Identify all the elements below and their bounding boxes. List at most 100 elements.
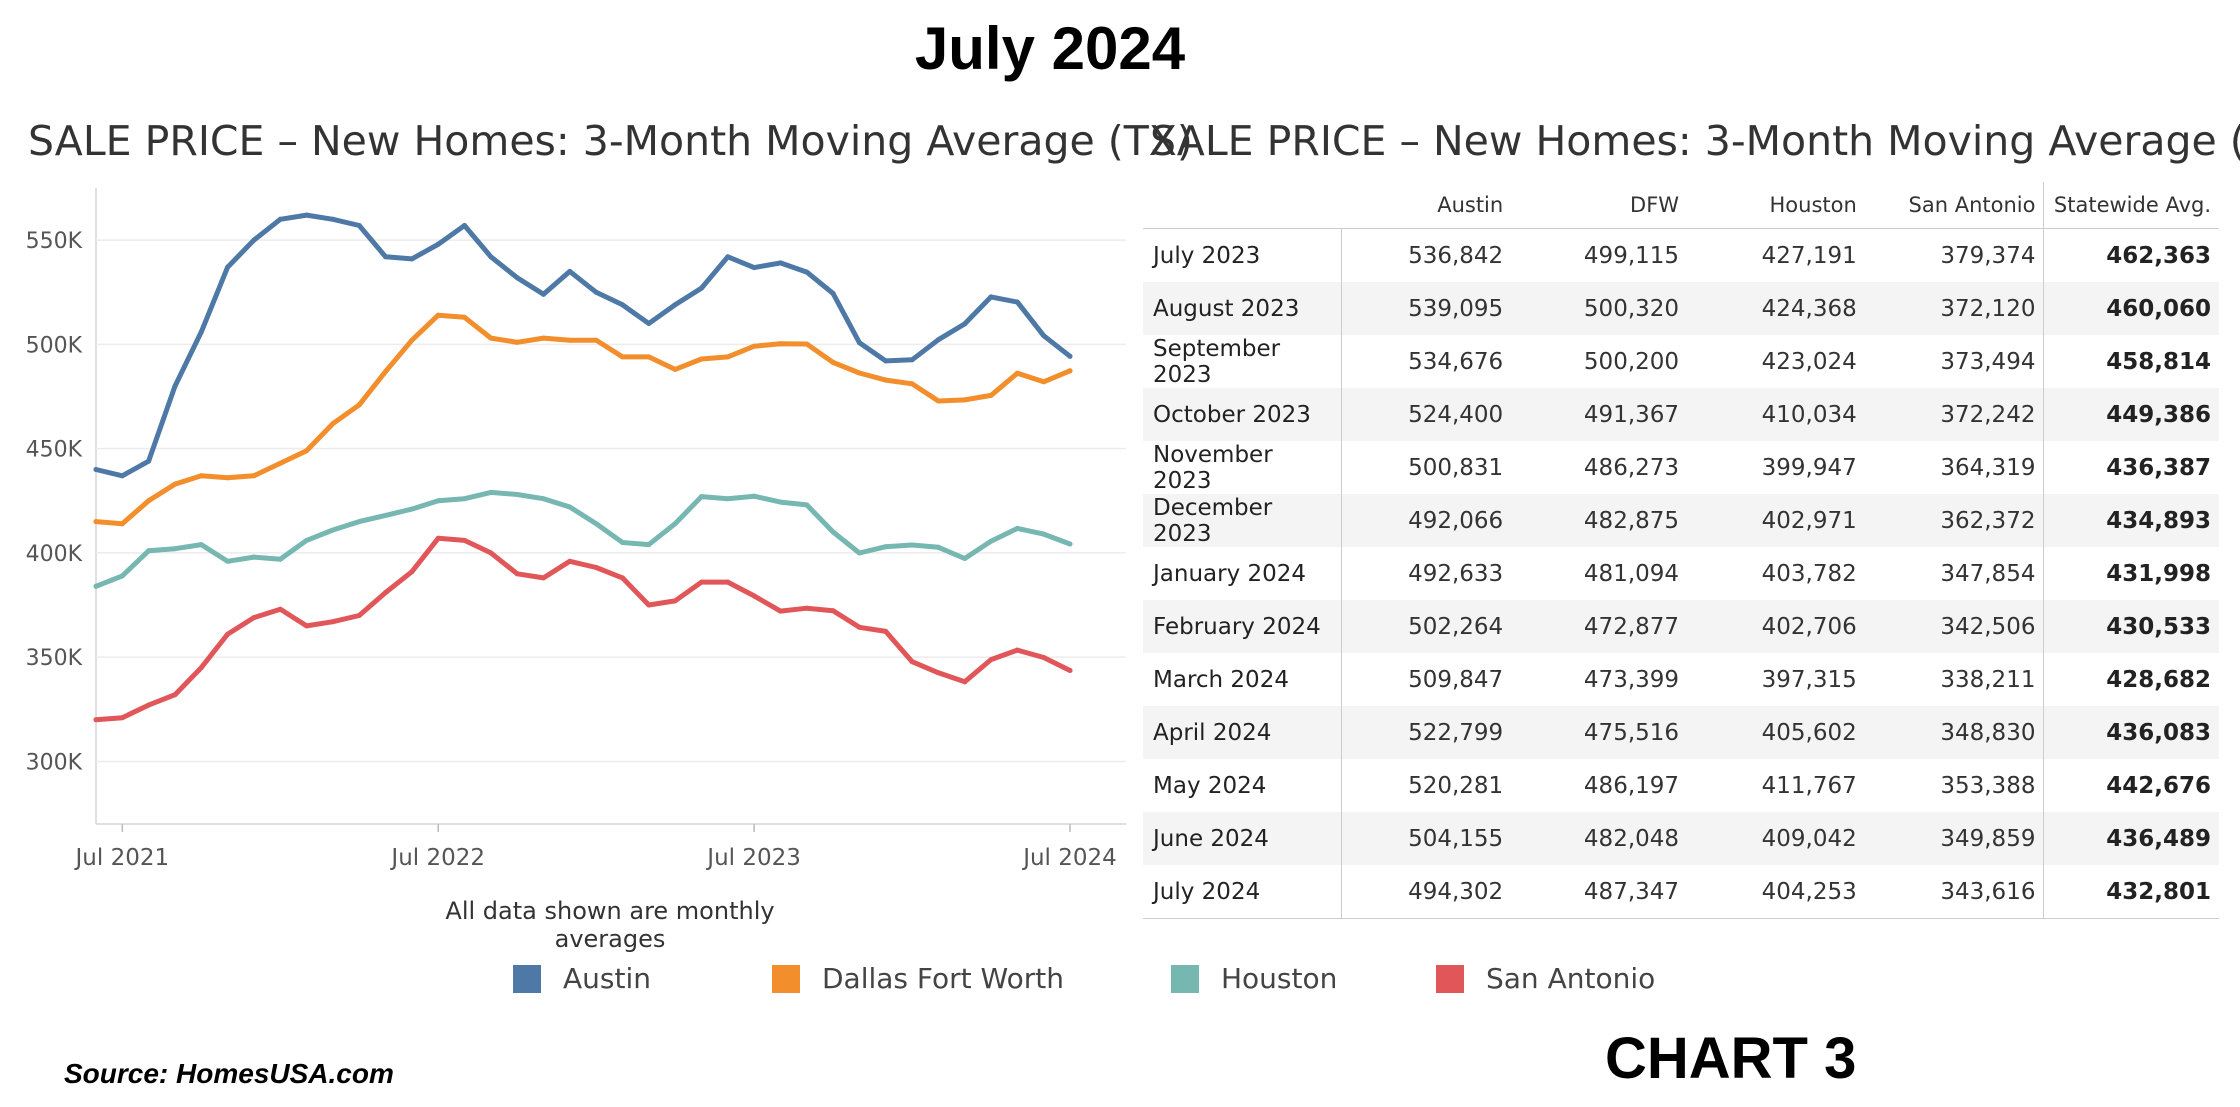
table-row: August 2023 539,095 500,320 424,368 372,120 4… — [1143, 282, 2219, 335]
data-point — [251, 554, 257, 560]
data-point — [1014, 525, 1020, 531]
table-cell-statewide: 432,801 — [2043, 865, 2219, 919]
data-point — [909, 381, 915, 387]
table-cell: 524,400 — [1341, 388, 1512, 441]
table-body: July 2023 536,842 499,115 427,191 379,374 462… — [1143, 228, 2219, 919]
data-point — [567, 558, 573, 564]
table-row: May 2024 520,281 486,197 411,767 353,388 442,… — [1143, 759, 2219, 812]
data-point — [356, 223, 362, 228]
table-cell: 536,842 — [1408, 242, 1504, 269]
legend-item-san-antonio[interactable]: San Antonio — [1436, 962, 1655, 995]
data-point — [751, 343, 757, 349]
data-point — [541, 291, 546, 297]
data-point — [672, 598, 678, 604]
data-point — [856, 624, 862, 630]
data-point — [435, 312, 441, 318]
legend-swatch-dfw — [772, 964, 800, 993]
data-point — [1014, 370, 1020, 376]
data-point — [988, 657, 994, 663]
y-tick-label: 300K — [26, 750, 83, 775]
data-point — [777, 499, 783, 505]
data-point — [1014, 647, 1020, 653]
data-point — [93, 467, 99, 472]
table-cell-statewide: 428,682 — [2043, 653, 2219, 706]
source-credit: Source: HomesUSA.com — [64, 1058, 394, 1089]
data-point — [93, 717, 99, 723]
series-line-dallas-fort-worth — [93, 312, 1073, 527]
table-header-dfw: DFW — [1511, 182, 1688, 229]
data-point — [725, 354, 731, 360]
table-cell: 499,115 — [1583, 242, 1680, 269]
table-cell: 404,253 — [1687, 865, 1865, 919]
data-point — [225, 264, 231, 270]
data-point — [777, 260, 783, 266]
table-cell: 373,494 — [1940, 348, 2036, 375]
table-row: June 2024 504,155 482,048 409,042 349,859 436… — [1143, 812, 2219, 865]
table-cell: 500,320 — [1511, 282, 1688, 335]
data-point — [593, 337, 599, 343]
table-cell-statewide: 442,676 — [2043, 759, 2219, 812]
table-cell-statewide: 436,489 — [2043, 812, 2219, 865]
legend-label: Austin — [563, 962, 651, 995]
table-cell: 475,516 — [1511, 706, 1688, 759]
legend-item-dfw[interactable]: Dallas Fort Worth — [772, 962, 1064, 995]
data-point — [251, 237, 257, 243]
data-point — [172, 383, 178, 389]
data-point — [514, 492, 520, 497]
table-cell: 402,971 — [1687, 494, 1865, 547]
data-point — [409, 337, 415, 343]
x-tick-label: Jul 2023 — [705, 845, 801, 870]
data-point — [383, 512, 389, 518]
data-point — [383, 254, 389, 260]
table-cell-month: October 2023 — [1143, 388, 1342, 441]
table-cell: 411,767 — [1761, 772, 1857, 799]
data-point — [672, 302, 678, 308]
table-cell: 504,155 — [1341, 812, 1512, 865]
data-point — [198, 329, 204, 335]
chart-footnote: All data shown are monthly averages — [445, 897, 775, 953]
legend-item-houston[interactable]: Houston — [1171, 962, 1337, 995]
data-point — [699, 356, 704, 362]
line-chart: 300K 350K 400K 450K 500K 550K Jul 2021 Jul 2022… — [26, 188, 1126, 870]
legend-swatch-san-antonio — [1436, 964, 1464, 993]
data-point — [277, 460, 283, 466]
x-tick-label: Jul 2024 — [1021, 845, 1117, 870]
table-cell: 423,024 — [1761, 348, 1857, 375]
data-point — [699, 579, 704, 585]
data-point — [462, 223, 467, 228]
data-point — [1014, 299, 1020, 305]
data-point — [225, 475, 231, 481]
table-cell: 397,315 — [1761, 666, 1857, 693]
table-cell: 539,095 — [1341, 282, 1512, 335]
data-point — [567, 268, 573, 274]
table-cell-statewide: 460,060 — [2043, 282, 2219, 335]
table-cell-statewide: 431,998 — [2043, 547, 2219, 600]
data-point — [541, 335, 546, 341]
data-point — [909, 659, 915, 665]
data-point — [830, 291, 836, 296]
table-cell: 399,947 — [1761, 454, 1857, 481]
table-cell-statewide: 458,814 — [2043, 335, 2219, 388]
table-cell: 502,264 — [1341, 600, 1512, 653]
data-point — [1067, 368, 1073, 374]
table-row: October 2023 524,400 491,367 410,034 372,242… — [1143, 388, 2219, 441]
data-point — [646, 354, 652, 360]
data-point — [830, 529, 836, 535]
data-point — [277, 606, 283, 612]
legend-item-austin[interactable]: Austin — [513, 962, 651, 995]
table-cell-month: March 2024 — [1143, 653, 1342, 706]
table-cell-month: November 2023 — [1143, 441, 1342, 494]
data-point — [830, 608, 836, 614]
table-cell: 362,372 — [1864, 494, 2044, 547]
x-tick-label: Jul 2022 — [389, 845, 485, 870]
data-point — [514, 275, 520, 281]
data-point — [856, 550, 862, 556]
data-point — [620, 354, 625, 360]
data-point — [988, 294, 994, 300]
table-cell: 500,831 — [1408, 454, 1504, 481]
data-point — [251, 473, 257, 479]
data-point — [356, 519, 362, 525]
data-point — [462, 496, 467, 502]
data-point — [804, 502, 810, 508]
table-header-austin: Austin — [1341, 182, 1512, 229]
